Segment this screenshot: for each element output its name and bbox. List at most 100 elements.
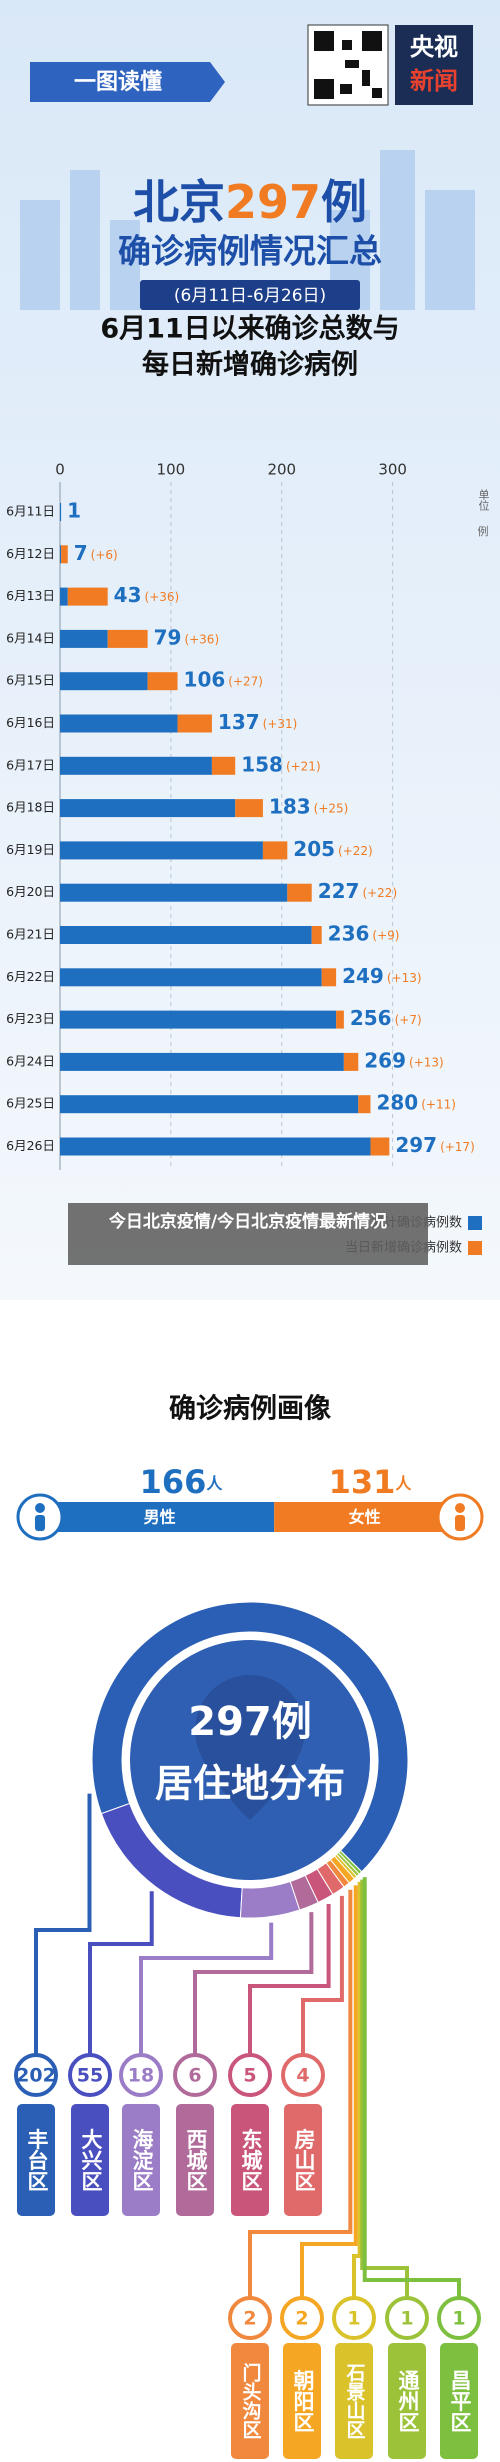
badge [385, 2296, 429, 2340]
y-tick-label: 6月15日 [6, 673, 55, 688]
connector [88, 1891, 154, 2055]
map-pin [195, 1675, 305, 1820]
value-label: (+36) [184, 632, 219, 646]
total-label: 1 [67, 499, 81, 523]
bar-segment [311, 926, 322, 944]
connector [301, 1895, 344, 2055]
person-head [455, 1503, 465, 1513]
badge [173, 2053, 217, 2097]
person-body [455, 1515, 465, 1531]
bar-segment [60, 629, 108, 648]
person-body [35, 1515, 45, 1531]
value-label: (+17) [440, 1140, 475, 1154]
district-tag [231, 2343, 269, 2459]
bar-segment [60, 587, 68, 606]
district-tag [284, 2104, 322, 2216]
district-tag [176, 2104, 214, 2216]
bar-segment [60, 756, 212, 775]
district-name: 西城区 [184, 2129, 208, 2192]
center-number: 297例 [188, 1699, 312, 1745]
title-number: 297 [225, 175, 321, 229]
y-tick-label: 6月20日 [6, 884, 55, 899]
main-title: 北京297例 [133, 175, 367, 229]
bar-segment [287, 883, 312, 902]
district-count: 1 [452, 2308, 465, 2330]
date-pill [140, 280, 360, 310]
total-label: 297 [395, 1133, 437, 1157]
bar-segment [60, 841, 263, 860]
total-label: 227 [318, 879, 360, 903]
district-name: 朝阳区 [291, 2369, 315, 2433]
unit: 例 [478, 524, 489, 538]
badge [281, 2053, 325, 2097]
badge [119, 2053, 163, 2097]
connector [34, 1793, 92, 2055]
district-count: 6 [188, 2065, 201, 2087]
bar-segment [67, 587, 108, 606]
badge [228, 2296, 272, 2340]
bar-segment [177, 714, 212, 733]
chart-title: 每日新增确诊病例 [142, 349, 358, 381]
gender-count: 166人 [140, 1463, 224, 1501]
bar-segment [60, 883, 288, 902]
donut-slice [316, 1862, 345, 1896]
bar-segment [60, 799, 236, 818]
chart-title: 6月11日以来确诊总数与 [100, 313, 399, 345]
y-tick-label: 6月12日 [6, 546, 55, 561]
y-tick-label: 6月21日 [6, 927, 55, 942]
bar-segment [336, 1010, 344, 1029]
y-tick-label: 6月24日 [6, 1053, 55, 1068]
total-label: 106 [184, 668, 226, 692]
banner-text: 一图读懂 [74, 69, 162, 95]
total-label: 236 [328, 922, 370, 946]
connector [248, 1903, 331, 2055]
donut-slice [100, 1802, 243, 1919]
bar-segment [60, 1095, 359, 1114]
bar-segment [60, 672, 148, 691]
connector [248, 1889, 353, 2298]
x-tick-label: 0 [55, 461, 65, 479]
district-count: 2 [295, 2308, 308, 2330]
donut-slice [337, 1849, 363, 1875]
bar-segment [358, 1095, 371, 1114]
district-tag [231, 2104, 269, 2216]
total-label: 249 [342, 964, 384, 988]
value-label: (+31) [263, 717, 298, 731]
value-label: (+25) [314, 802, 349, 816]
bar-segment [60, 1052, 344, 1071]
gender-bar [45, 1502, 275, 1532]
bar-segment [60, 714, 178, 733]
y-tick-label: 6月23日 [6, 1011, 55, 1026]
bar-segment [370, 1137, 390, 1156]
connector [362, 1877, 461, 2298]
center-text: 居住地分布 [155, 1762, 345, 1806]
y-tick-label: 6月14日 [6, 630, 55, 645]
y-tick-label: 6月19日 [6, 842, 55, 857]
total-label: 7 [74, 541, 88, 565]
x-tick-label: 100 [157, 461, 186, 479]
value-label: (+13) [387, 971, 422, 985]
total-label: 43 [114, 583, 142, 607]
bar-segment [60, 503, 62, 521]
y-tick-label: 6月26日 [6, 1138, 55, 1153]
value-label: (+22) [338, 844, 373, 858]
logo-text: 央视 [410, 33, 458, 61]
y-tick-label: 6月16日 [6, 715, 55, 730]
district-tag [17, 2104, 55, 2216]
district-tag [283, 2343, 321, 2459]
qr-code [307, 24, 389, 106]
connector [300, 1885, 358, 2298]
total-label: 137 [218, 710, 260, 734]
logo-text: 新闻 [410, 67, 458, 95]
district-count: 5 [243, 2065, 256, 2087]
value-label: (+27) [228, 675, 263, 689]
count-unit: 人 [206, 1474, 223, 1493]
profile-title: 确诊病例画像 [169, 1393, 331, 1425]
gender-label: 女性 [349, 1508, 381, 1527]
total-label: 205 [293, 837, 335, 861]
district-count: 1 [347, 2308, 360, 2330]
badge [437, 2296, 481, 2340]
title-part: 例 [321, 175, 367, 229]
